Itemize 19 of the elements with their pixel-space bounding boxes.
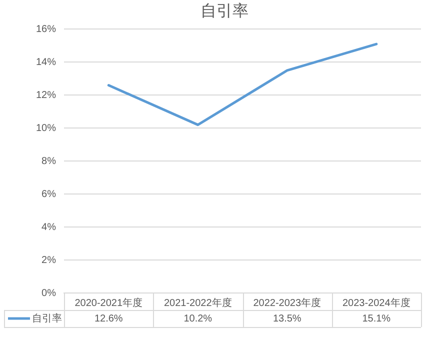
y-tick-label: 14% (36, 56, 56, 68)
y-tick-label: 10% (36, 122, 56, 134)
y-tick-label: 16% (36, 24, 56, 35)
y-tick-label: 2% (42, 254, 56, 266)
x-tick-label: 2021-2022年度 (164, 296, 232, 309)
x-tick-label: 2023-2024年度 (342, 296, 410, 309)
data-label: 12.6% (94, 313, 123, 324)
data-label: 15.1% (362, 313, 391, 324)
y-tick-label: 8% (42, 156, 56, 167)
x-tick-label: 2020-2021年度 (74, 296, 143, 309)
y-tick-label: 0% (42, 288, 56, 299)
chart-title: 自引率 (200, 2, 248, 20)
data-label: 10.2% (184, 313, 212, 324)
x-tick-label: 2022-2023年度 (253, 296, 322, 309)
legend-label: 自引率 (32, 312, 62, 324)
data-label: 13.5% (272, 313, 302, 324)
y-tick-label: 12% (36, 90, 56, 101)
y-tick-label: 6% (42, 188, 56, 200)
y-tick-label: 4% (42, 222, 56, 233)
